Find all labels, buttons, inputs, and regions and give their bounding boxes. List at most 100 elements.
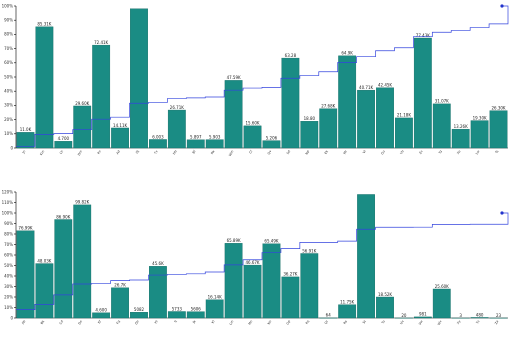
x-tick-label: Bk (40, 319, 46, 325)
data-label: 85.31K (37, 22, 51, 27)
bar (300, 253, 319, 319)
data-label: 64 (326, 313, 332, 318)
y-tick-label: 100% (2, 3, 14, 8)
y-tick-label: 110% (2, 200, 14, 205)
data-label: 56.91K (302, 248, 316, 253)
x-tick-label: Dm (77, 150, 83, 157)
bar (35, 263, 54, 319)
data-label: 4.700 (58, 136, 70, 141)
data-label: 47.59K (227, 75, 241, 80)
x-tick-label: Pq (305, 320, 310, 325)
data-label: 5.206 (266, 135, 278, 140)
x-tick-label: Vl (362, 149, 367, 154)
y-tick-label: 10% (4, 131, 13, 136)
data-label: 65.49K (264, 239, 278, 244)
data-label: 4.600 (95, 308, 107, 313)
bar (92, 312, 111, 319)
data-label: 29.60K (75, 101, 89, 106)
bar (243, 125, 262, 149)
x-tick-label: Ad (115, 150, 121, 156)
data-label: 11.75K (340, 299, 354, 304)
y-tick-label: 30% (4, 284, 13, 289)
bar (92, 44, 111, 149)
y-tick-label: 80% (4, 32, 13, 37)
y-tick-label: 10% (4, 305, 13, 310)
y-tick-label: 60% (4, 60, 13, 65)
data-label: 19.30K (473, 115, 487, 120)
data-label: 36.27K (283, 272, 297, 277)
bar (432, 288, 451, 319)
data-label: 27.68K (321, 103, 335, 108)
bar (413, 316, 432, 319)
data-label: 3 (459, 313, 462, 318)
x-tick-label: Gh (134, 320, 140, 326)
data-label: 23 (496, 313, 502, 318)
data-label: 76.99K (18, 226, 32, 231)
x-tick-label: Ts (494, 149, 500, 155)
x-tick-label: Ou (380, 150, 386, 156)
y-tick-label: 70% (4, 242, 13, 247)
x-tick-label: Sd (286, 150, 291, 156)
data-label: 11.0K (20, 127, 32, 132)
x-tick-label: Mr (343, 149, 349, 155)
x-tick-label: Mn (248, 320, 254, 326)
bar (451, 128, 470, 149)
x-tick-label: Rk (210, 149, 216, 155)
x-tick-label: Ab (21, 320, 27, 326)
y-tick-label: 60% (4, 252, 13, 257)
data-label: 5.897 (190, 135, 202, 140)
x-tick-label: Cd (59, 320, 65, 326)
y-tick-label: 0 (10, 145, 13, 150)
y-tick-label: 70% (4, 46, 13, 51)
x-tick-label: Xy (456, 319, 462, 325)
y-tick-label: 40% (4, 273, 13, 278)
x-tick-label: Yb (399, 150, 404, 155)
x-tick-label: Bf (192, 149, 198, 155)
x-tick-label: Fg (116, 320, 121, 325)
y-tick-label: 0 (10, 315, 13, 320)
y-tick-label: 90% (4, 221, 13, 226)
data-label: 26.71K (170, 105, 184, 110)
bar (357, 194, 375, 319)
bar (130, 312, 148, 319)
y-tick-label: 100% (2, 210, 14, 215)
x-tick-label: Ig (438, 150, 443, 155)
x-tick-label: Wm (228, 150, 235, 157)
bar (167, 311, 186, 319)
bar (35, 26, 54, 149)
data-label: 86.90K (56, 214, 70, 219)
data-label: 48.03K (37, 258, 51, 263)
x-tick-label: Op (286, 320, 292, 326)
bar (205, 299, 224, 319)
data-label: 5.903 (209, 134, 221, 139)
x-tick-label: Gj (135, 149, 140, 154)
x-tick-label: Km (39, 150, 45, 157)
data-label: 15.60K (245, 121, 259, 126)
x-tick-label: Kl (211, 319, 216, 324)
data-label: 64.9K (341, 51, 353, 56)
x-tick-label: Pn (97, 150, 102, 155)
data-label: 31.07K (435, 99, 449, 104)
data-label: 16.14K (208, 295, 222, 300)
x-tick-label: No (267, 319, 273, 325)
bar (149, 139, 167, 149)
y-tick-label: 30% (4, 103, 13, 108)
bar (262, 140, 281, 149)
bar (186, 139, 205, 149)
bar (73, 204, 92, 319)
bar (432, 103, 451, 149)
bar (243, 264, 262, 319)
bar (376, 87, 394, 149)
bar (357, 89, 375, 149)
x-tick-label: Lh (59, 150, 64, 155)
y-tick-label: 120% (2, 189, 14, 194)
bar (224, 80, 243, 149)
bar (16, 230, 35, 319)
x-tick-label: St (362, 319, 367, 324)
bar (16, 132, 35, 149)
data-label: 5733 (172, 306, 183, 311)
x-tick-label: Uv (399, 319, 405, 325)
bar (281, 276, 300, 319)
cumulative-line (16, 212, 509, 310)
bar (300, 121, 319, 149)
